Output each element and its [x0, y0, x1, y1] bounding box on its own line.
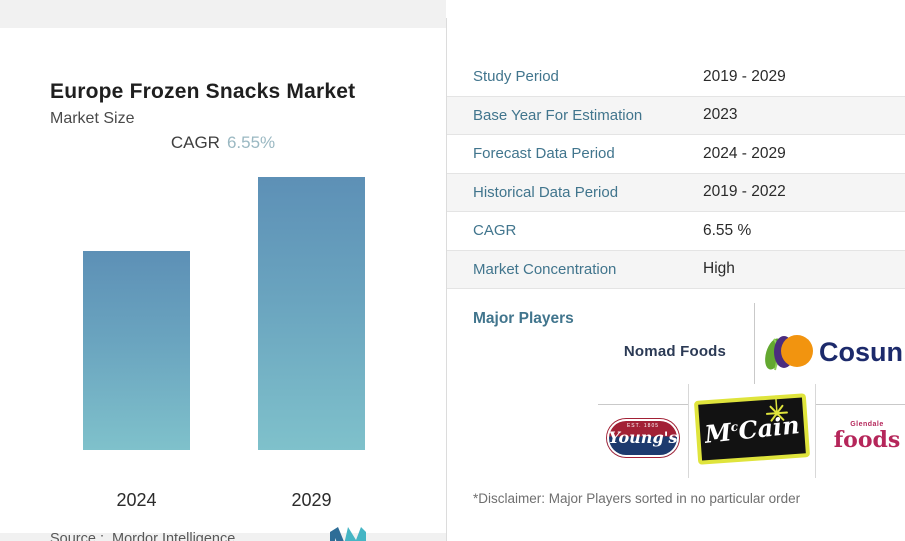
major-players-disclaimer: *Disclaimer: Major Players sorted in no … [473, 491, 801, 506]
cosun-logo: Cosun [761, 330, 905, 376]
stats-table: Study Period 2019 - 2029 Base Year For E… [447, 58, 905, 289]
mordor-intelligence-logo-icon [330, 527, 366, 541]
youngs-name-label: Young's [608, 428, 678, 447]
mccain-wordmark: McCain [703, 410, 801, 449]
major-players-label: Major Players [473, 310, 574, 327]
chart-panel: Europe Frozen Snacks Market Market Size … [0, 0, 446, 541]
page-subtitle: Market Size [50, 110, 135, 127]
table-row-historical-period: Historical Data Period 2019 - 2022 [447, 173, 905, 212]
row-label: Study Period [473, 68, 559, 86]
table-row-cagr: CAGR 6.55 % [447, 212, 905, 251]
row-value: High [703, 260, 735, 278]
row-value: 2024 - 2029 [703, 144, 786, 162]
page-title: Europe Frozen Snacks Market [50, 80, 356, 103]
nomad-foods-logo: Nomad Foods [623, 343, 727, 360]
youngs-logo: EST. 1805 Young's [607, 419, 679, 457]
players-grid-vline [754, 303, 755, 384]
mccain-plate: McCain [693, 393, 811, 465]
svg-text:Cosun: Cosun [819, 337, 903, 367]
mccain-spark-icon [765, 395, 788, 422]
row-label: CAGR [473, 222, 517, 240]
table-row-forecast-period: Forecast Data Period 2024 - 2029 [447, 135, 905, 174]
mccain-logo: McCain [688, 384, 816, 478]
table-row-market-concentration: Market Concentration High [447, 250, 905, 289]
bar-2024 [83, 251, 190, 450]
row-label: Historical Data Period [473, 183, 619, 201]
row-value: 2019 - 2029 [703, 67, 786, 85]
row-label: Forecast Data Period [473, 145, 615, 163]
row-label: Market Concentration [473, 260, 617, 278]
bar-2029 [258, 177, 365, 450]
row-value: 6.55 % [703, 221, 752, 239]
panel-divider [446, 18, 447, 541]
source-value: Mordor Intelligence [112, 531, 236, 541]
row-value: 2019 - 2022 [703, 183, 786, 201]
bar-label-2029: 2029 [291, 490, 332, 510]
source-line: Source : Mordor Intelligence [50, 531, 235, 541]
chart-card: Europe Frozen Snacks Market Market Size … [0, 28, 446, 541]
row-value: 2023 [703, 106, 738, 124]
row-label: Base Year For Estimation [473, 106, 643, 124]
youngs-est-label: EST. 1805 [626, 423, 660, 429]
cagr-value: 6.55% [226, 133, 276, 152]
bar-label-2024: 2024 [116, 490, 157, 510]
source-label: Source : [50, 531, 104, 541]
stats-panel: Study Period 2019 - 2029 Base Year For E… [447, 0, 905, 541]
glendale-foods-logo: Glendale foods [832, 421, 902, 451]
cagr-line: CAGR 6.55% [0, 133, 446, 153]
cagr-label: CAGR [170, 133, 220, 152]
table-row-base-year: Base Year For Estimation 2023 [447, 96, 905, 135]
glendale-top-label: Glendale [850, 421, 884, 428]
table-row-study-period: Study Period 2019 - 2029 [447, 58, 905, 97]
glendale-foods-label: foods [833, 427, 901, 453]
